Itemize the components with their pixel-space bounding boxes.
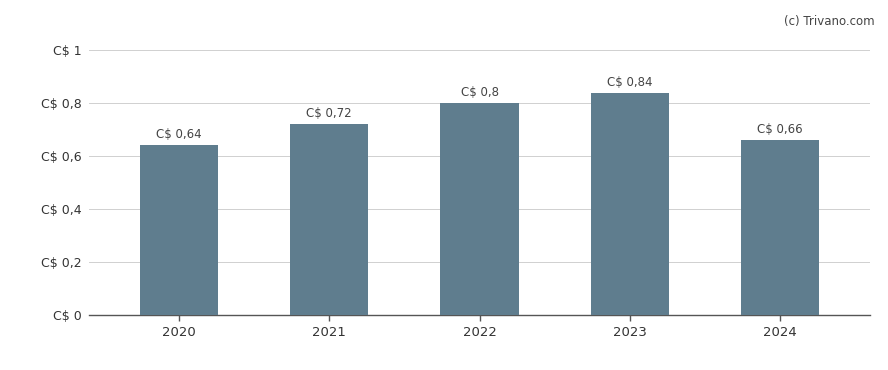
Text: C$ 0,72: C$ 0,72 [306,107,352,120]
Text: C$ 0,64: C$ 0,64 [156,128,202,141]
Bar [290,124,369,314]
Bar [140,145,218,314]
Text: C$ 0,66: C$ 0,66 [757,123,803,136]
Bar [741,140,819,314]
Text: C$ 0,84: C$ 0,84 [607,75,653,88]
Bar [440,103,519,314]
Text: (c) Trivano.com: (c) Trivano.com [784,15,875,28]
Text: C$ 0,8: C$ 0,8 [461,86,498,99]
Bar [591,92,669,314]
